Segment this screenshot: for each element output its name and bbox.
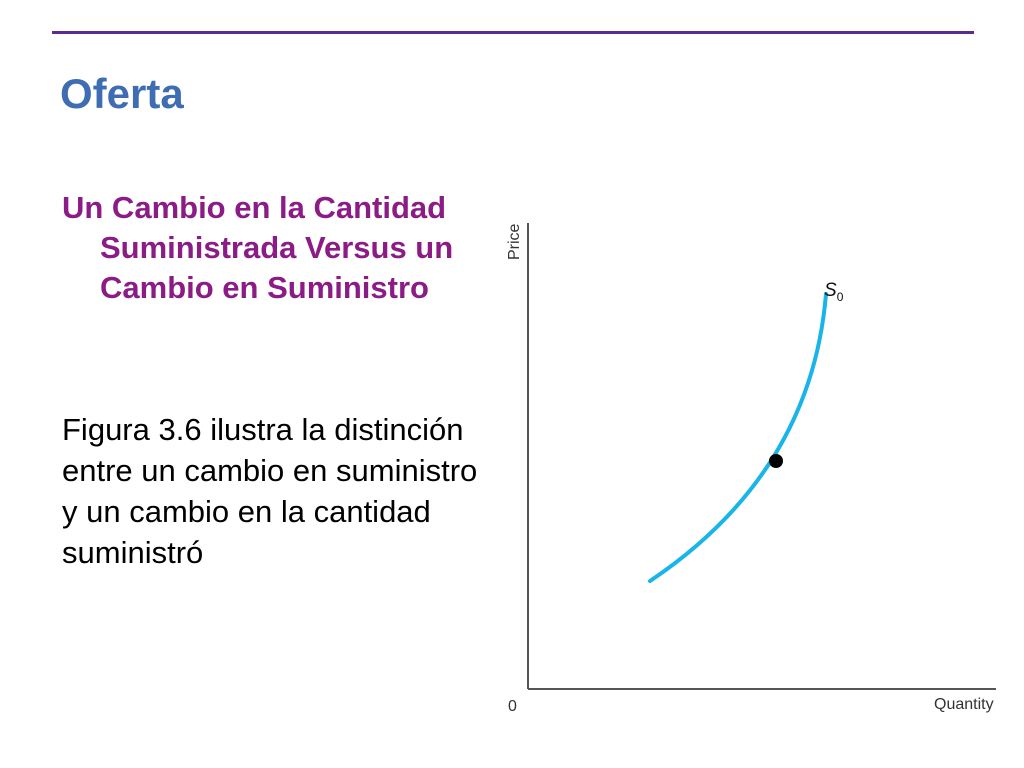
subheading-first-line: Un Cambio en la Cantidad xyxy=(62,190,447,225)
supply-figure: Price 0 Quantity S0 xyxy=(496,210,1006,720)
curve-label-main: S xyxy=(824,280,837,301)
subheading: Un Cambio en la Cantidad Suministrada Ve… xyxy=(62,188,492,308)
curve-label: S0 xyxy=(824,280,844,304)
supply-curve-s0 xyxy=(648,292,828,583)
body-text: Figura 3.6 ilustra la distinción entre u… xyxy=(62,412,478,570)
x-axis-label: Quantity xyxy=(934,696,994,713)
slide-title: Oferta xyxy=(60,70,184,117)
y-axis-label: Price xyxy=(506,223,523,260)
supply-chart: Price 0 Quantity S0 xyxy=(506,223,996,715)
origin-label: 0 xyxy=(508,698,517,715)
top-rule xyxy=(52,31,974,34)
subheading-continuation: Suministrada Versus un Cambio en Suminis… xyxy=(100,230,454,305)
curve-label-subscript: 0 xyxy=(837,290,844,304)
point-on-curve xyxy=(769,454,783,468)
